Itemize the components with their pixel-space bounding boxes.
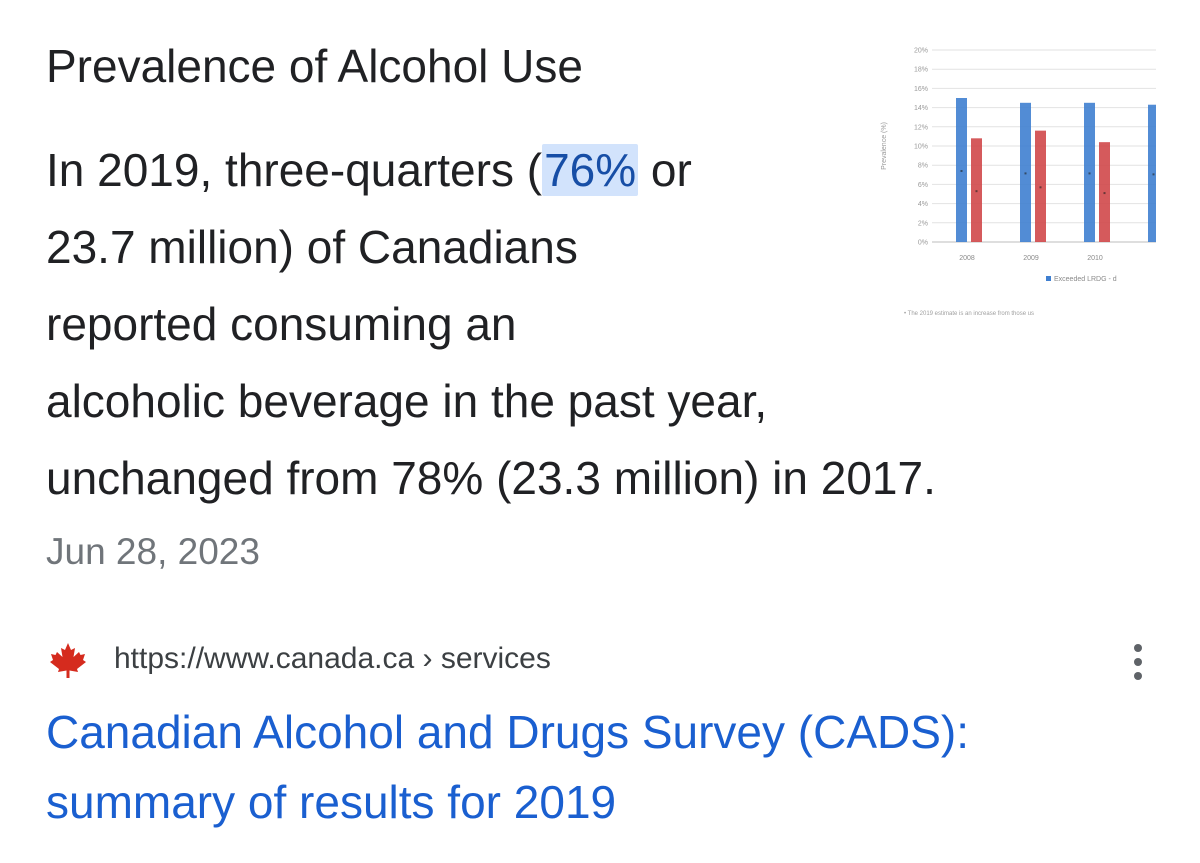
result-title-link[interactable]: Canadian Alcohol and Drugs Survey (CADS)…	[46, 697, 1176, 837]
thumb-bar-marker	[1039, 186, 1042, 189]
snippet-line-5: unchanged from 78% (23.3 million) in 201…	[46, 452, 936, 504]
thumb-y-tick-label: 20%	[914, 48, 928, 55]
thumb-x-tick-label: 2008	[959, 255, 975, 262]
thumb-y-tick-label: 16%	[914, 86, 928, 93]
snippet-date: Jun 28, 2023	[46, 531, 260, 572]
thumb-footnote: • The 2019 estimate is an increase from …	[904, 311, 1034, 317]
snippet-title: Prevalence of Alcohol Use	[46, 40, 583, 92]
snippet-line-2: 23.7 million) of Canadians	[46, 221, 578, 273]
thumb-y-tick-label: 4%	[918, 201, 928, 208]
more-options-icon[interactable]	[1126, 642, 1150, 682]
thumb-y-axis-label: Prevalence (%)	[881, 122, 888, 170]
thumb-y-tick-label: 8%	[918, 163, 928, 170]
thumb-bar-marker	[960, 170, 963, 172]
thumb-x-tick-label: 2009	[1023, 255, 1039, 262]
thumb-y-tick-label: 0%	[918, 240, 928, 247]
snippet-line-4: alcoholic beverage in the past year,	[46, 375, 768, 427]
maple-leaf-icon	[50, 643, 86, 678]
thumb-y-tick-label: 18%	[914, 67, 928, 74]
snippet-line-1-pre: In 2019, three-quarters (	[46, 144, 543, 196]
snippet-body: In 2019, three-quarters (76% or 23.7 mil…	[46, 132, 1156, 517]
result-title-line-2[interactable]: summary of results for 2019	[46, 776, 617, 828]
thumbnail-chart[interactable]: 0% 2% 4% 6% 8% 10% 12% 14% 16% 18% 20% Prevalence (…	[868, 40, 1156, 330]
thumbnail-chart-svg: 0% 2% 4% 6% 8% 10% 12% 14% 16% 18% 20% Prevalence (…	[881, 48, 1156, 317]
thumb-y-tick-label: 14%	[914, 105, 928, 112]
source-row[interactable]: https://www.canada.ca › services	[46, 634, 1156, 686]
thumb-x-tick-label: 2010	[1087, 255, 1103, 262]
snippet-line-1-post: or	[638, 144, 692, 196]
thumb-bar	[1148, 104, 1156, 242]
snippet-highlight: 76%	[542, 144, 639, 196]
thumb-y-tick-label: 10%	[914, 144, 928, 151]
source-url[interactable]: https://www.canada.ca › services	[114, 642, 551, 675]
thumb-bar-marker	[1152, 173, 1155, 176]
thumb-bar-marker	[1088, 172, 1091, 175]
thumb-y-tick-label: 12%	[914, 124, 928, 131]
snippet-line-1: In 2019, three-quarters (76% or	[46, 132, 1156, 209]
thumb-legend-label: Exceeded LRDG - d	[1054, 276, 1117, 283]
thumb-bar-marker	[975, 190, 978, 193]
thumb-bar-marker	[1024, 172, 1027, 175]
thumb-y-tick-label: 6%	[918, 182, 928, 189]
result-title-line-1[interactable]: Canadian Alcohol and Drugs Survey (CADS)…	[46, 706, 970, 758]
thumb-y-tick-label: 2%	[918, 220, 928, 227]
thumb-legend-swatch	[1046, 276, 1051, 281]
thumb-bar-marker	[1103, 192, 1106, 195]
snippet-line-3: reported consuming an	[46, 298, 517, 350]
